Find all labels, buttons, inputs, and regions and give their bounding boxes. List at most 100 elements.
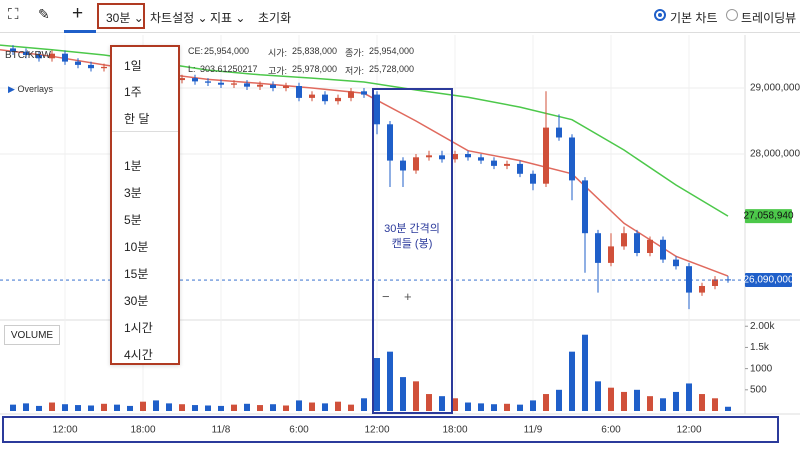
info-value: 303.61250217: [200, 64, 258, 74]
volume-bar: [686, 383, 692, 411]
volume-bar: [192, 405, 198, 411]
info-label: 종가:: [345, 48, 365, 58]
toolbar: ⛶ ✎ + 30분 ⌄ 차트설정 ⌄ 지표 ⌄ 초기화 기본 차트 트레이딩뷰: [0, 0, 800, 33]
zoom-in[interactable]: +: [404, 289, 412, 304]
dropdown-item[interactable]: 1시간: [124, 321, 153, 335]
candle-body: [647, 239, 653, 253]
candle-body: [634, 233, 640, 253]
candle-body: [712, 279, 718, 286]
candle-body: [244, 83, 250, 87]
dropdown-item[interactable]: 30분: [124, 294, 149, 308]
volume-bar: [478, 403, 484, 411]
dropdown-item[interactable]: 15분: [124, 267, 149, 281]
dropdown-item[interactable]: 1주: [124, 85, 142, 99]
dropdown-item[interactable]: 10분: [124, 240, 149, 254]
dropdown-item[interactable]: 1일: [124, 59, 142, 73]
volume-bar: [140, 401, 146, 411]
zoom-controls: − +: [378, 289, 418, 307]
volume-bar: [569, 351, 575, 411]
info-label: L:: [188, 64, 196, 74]
volume-bar: [49, 402, 55, 411]
candle-body: [257, 84, 263, 87]
volume-tick-label: 1.5k: [750, 342, 770, 353]
volume-bar: [335, 401, 341, 411]
x-tick-label: 6:00: [289, 425, 309, 436]
chart-settings[interactable]: 차트설정 ⌄: [150, 11, 208, 25]
axis-highlight-box: [2, 416, 779, 443]
volume-tick-label: 500: [750, 384, 767, 395]
candle-body: [192, 78, 198, 82]
tradingview-label[interactable]: 트레이딩뷰: [741, 11, 797, 25]
volume-bar: [621, 391, 627, 411]
highlight-box: [372, 88, 453, 414]
candle-body: [361, 91, 367, 95]
volume-bar: [608, 387, 614, 411]
volume-bar: [361, 398, 367, 411]
volume-tick-label: 2.00k: [750, 321, 775, 332]
x-tick-label: 11/8: [212, 425, 231, 436]
volume-bar: [517, 404, 523, 411]
candle-body: [10, 48, 16, 52]
info-value: 25,954,000: [369, 46, 415, 56]
volume-bar: [10, 404, 16, 411]
basic-chart-label[interactable]: 기본 차트: [670, 11, 718, 25]
dropdown-item[interactable]: 3분: [124, 186, 142, 200]
volume-bar: [491, 404, 497, 411]
active-underline: [64, 30, 96, 33]
volume-bar: [400, 377, 406, 411]
volume-bar: [712, 398, 718, 411]
volume-bar: [179, 404, 185, 411]
candle-body: [621, 233, 627, 247]
candle-body: [49, 53, 55, 59]
candle-body: [504, 163, 510, 166]
interval-dropdown: 1일 1주 한 달 1분 3분 5분 10분 15분 30분 1시간 4시간: [110, 45, 180, 365]
candle-body: [452, 153, 458, 160]
dropdown-item[interactable]: 5분: [124, 213, 142, 227]
radio-selected[interactable]: [654, 9, 666, 21]
candle-body: [660, 239, 666, 260]
overlays-toggle[interactable]: ▶ Overlays: [8, 84, 53, 95]
info-label: 저가:: [345, 66, 365, 76]
dropdown-item[interactable]: 1분: [124, 159, 142, 173]
volume-bar: [257, 405, 263, 411]
volume-bar: [36, 405, 42, 411]
add-icon[interactable]: +: [72, 3, 84, 24]
volume-bar: [127, 405, 133, 411]
volume-bar: [556, 389, 562, 411]
interval-text: 30분: [106, 11, 131, 25]
annotation-line: 캔들 (봉): [391, 238, 433, 250]
info-label: CE:: [188, 46, 204, 56]
volume-bar: [166, 403, 172, 411]
y-tick-label: 29,000,000: [750, 83, 800, 94]
candle-body: [413, 157, 419, 171]
x-tick-label: 12:00: [676, 425, 701, 436]
info-label: 시가:: [268, 48, 288, 58]
x-tick-label: 18:00: [442, 425, 467, 436]
volume-bar: [387, 351, 393, 411]
interval-button[interactable]: 30분 ⌄: [106, 11, 144, 25]
indicators[interactable]: 지표 ⌄: [210, 11, 246, 25]
fullscreen-icon[interactable]: ⛶: [8, 6, 19, 23]
draw-icon[interactable]: ✎: [38, 6, 50, 22]
candle-body: [699, 285, 705, 293]
radio-unselected[interactable]: [726, 9, 738, 21]
reset-button[interactable]: 초기화: [258, 11, 292, 25]
dropdown-item[interactable]: 한 달: [124, 112, 150, 126]
dropdown-item[interactable]: 4시간: [124, 348, 153, 362]
candle-body: [205, 81, 211, 83]
volume-bar: [465, 402, 471, 411]
info-value: 25,954,000: [204, 46, 250, 56]
volume-bar: [270, 404, 276, 411]
candle-body: [465, 153, 471, 158]
volume-bar: [504, 403, 510, 411]
volume-bar: [543, 394, 549, 411]
price-marker-label: 26,090,000: [743, 275, 793, 286]
candle-body: [608, 246, 614, 263]
candle-body: [400, 160, 406, 171]
volume-button[interactable]: VOLUME: [4, 325, 60, 345]
zoom-out[interactable]: −: [382, 289, 390, 304]
candle-body: [218, 82, 224, 85]
candle-body: [582, 180, 588, 234]
